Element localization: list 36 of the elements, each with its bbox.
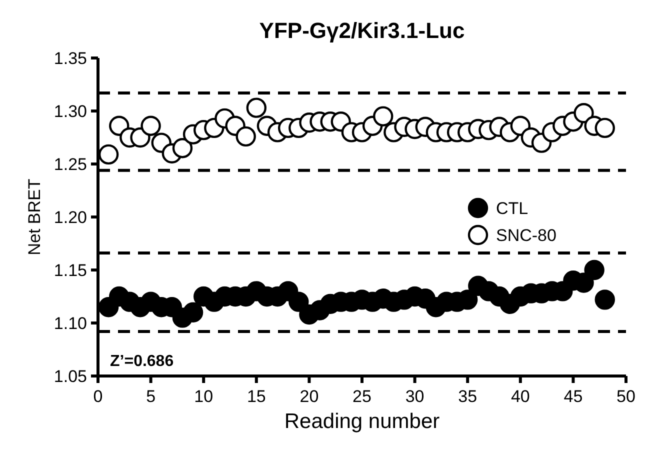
point — [172, 138, 193, 158]
x-tick-label: 30 — [405, 387, 424, 406]
y-tick-label: 1.30 — [54, 102, 87, 121]
point — [246, 98, 266, 118]
x-tick-label: 10 — [194, 387, 214, 406]
point — [182, 302, 204, 322]
x-axis-title: Reading number — [284, 410, 440, 433]
y-tick-label: 1.05 — [54, 367, 87, 386]
x-tick-label: 5 — [146, 387, 156, 406]
legend-label: SNC-80 — [496, 226, 556, 245]
x-tick-label: 15 — [246, 387, 266, 406]
y-tick-label: 1.20 — [54, 208, 87, 227]
x-tick-label: 25 — [352, 387, 372, 406]
y-tick-label: 1.25 — [54, 155, 87, 174]
x-tick-label: 35 — [458, 387, 478, 406]
x-tick-label: 0 — [93, 387, 103, 406]
point — [594, 290, 615, 310]
point — [236, 126, 256, 147]
x-tick-label: 45 — [564, 387, 583, 406]
y-tick-label: 1.35 — [54, 49, 87, 68]
point — [584, 260, 604, 280]
point — [373, 106, 394, 126]
point — [594, 118, 615, 138]
y-tick-label: 1.15 — [54, 261, 87, 280]
legend-label: CTL — [496, 199, 528, 218]
point — [288, 292, 309, 312]
point — [140, 116, 161, 136]
x-tick-label: 20 — [300, 387, 319, 406]
chart-title: YFP-Gγ2/Kir3.1-Luc — [259, 18, 465, 43]
y-axis-title: Net BRET — [25, 178, 44, 256]
point — [98, 144, 119, 165]
annotation: Z’=0.686 — [110, 353, 174, 370]
x-tick-label: 50 — [616, 387, 636, 406]
point — [574, 103, 594, 124]
y-tick-label: 1.10 — [54, 314, 87, 333]
x-tick-label: 40 — [510, 387, 530, 406]
